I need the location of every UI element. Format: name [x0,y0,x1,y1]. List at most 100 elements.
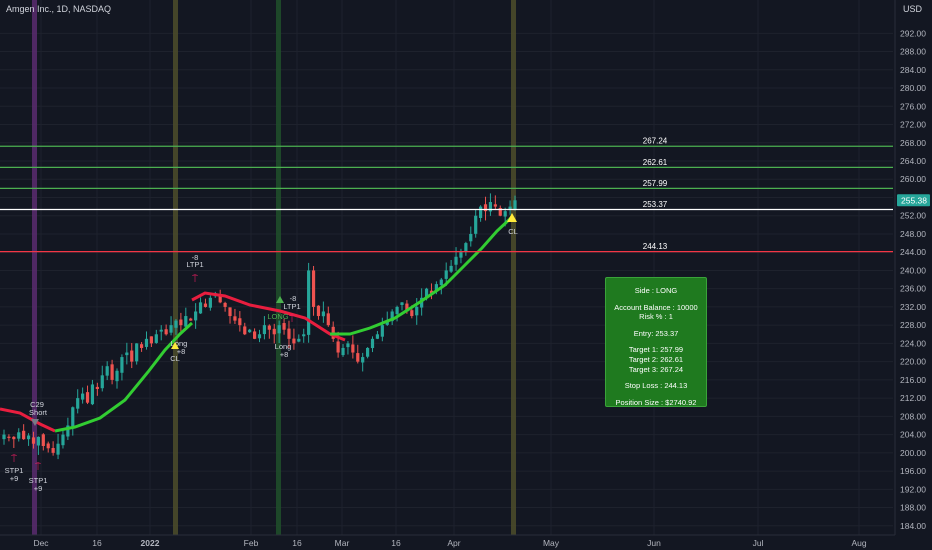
candle-body [356,353,360,362]
signal-annotation: Short [29,408,48,417]
last-price-badge [897,194,930,207]
candle-body [444,270,448,279]
candle-body [125,352,129,356]
y-tick-label: 264.00 [900,156,926,166]
x-tick-label: Aug [851,538,866,548]
candle-body [464,243,468,252]
candle-body [56,443,60,455]
candle-body [410,310,414,317]
candle-body [90,384,95,405]
candle-body [41,434,45,446]
signal-annotation: C29 [30,400,44,409]
info-side: Side : LONG [634,286,678,295]
y-tick-label: 200.00 [900,448,926,458]
candle-body [483,204,488,212]
candle-body [297,338,301,342]
candle-body [203,303,208,307]
candle-body [189,318,193,321]
candle-body [100,375,104,389]
info-position-size: Position Size : $2740.92 [615,397,697,407]
candle-body [326,313,330,326]
last-price-label: 255.38 [901,195,927,205]
y-tick-label: 260.00 [900,174,926,184]
y-tick-label: 268.00 [900,138,926,148]
candle-body [375,334,380,339]
candle-body [218,295,222,303]
info-balance: Account Balance : 10000 [614,302,698,312]
candle-body [81,393,85,400]
info-target-3: Target 3: 267.24 [628,364,684,374]
candle-body [7,436,11,438]
signal-band-close [173,0,178,535]
info-entry: Entry: 253.37 [633,328,679,338]
close-marker-icon [507,213,517,222]
stop-marker-icon: ⍑ [35,462,41,473]
signal-annotation: CL [170,354,180,363]
candle-body [252,331,257,339]
candle-body [238,318,242,326]
currency-label[interactable]: USD [902,4,922,14]
y-tick-label: 196.00 [900,466,926,476]
candle-body [272,328,276,335]
candle-body [164,329,168,335]
candle-body [474,215,478,234]
info-stop-loss: Stop Loss : 244.13 [624,381,688,391]
signal-annotation: -8 [290,294,297,303]
candle-body [503,211,507,217]
target-marker-icon: ⍑ [192,274,198,285]
y-tick-label: 224.00 [900,338,926,348]
signal-annotation: LTP1 [186,260,203,269]
candle-body [2,434,6,440]
y-tick-label: 288.00 [900,47,926,57]
trailing-stop-up [330,215,514,336]
x-tick-label: Jul [753,538,764,548]
trailing-stop-up [54,321,194,433]
candle-body [302,334,306,337]
candle-body [169,325,173,333]
candle-body [36,436,40,446]
candle-body [316,305,321,317]
candle-body [26,435,31,440]
x-tick-label: May [543,538,560,548]
candle-body [184,316,188,327]
candle-body [390,311,394,322]
candle-body [277,325,281,334]
signal-annotation: +8 [280,350,289,359]
candle-body [385,320,389,325]
level-label-target: 262.61 [643,158,668,167]
candle-body [66,425,70,437]
target-marker-icon: ⍑ [289,314,295,325]
candle-body [370,338,375,349]
candle-body [154,334,158,343]
candle-body [31,437,36,444]
candle-body [282,323,286,330]
candle-body [61,434,65,446]
candle-body [228,307,232,317]
info-target-1: Target 1: 257.99 [628,345,684,355]
close-marker-icon [171,342,179,349]
level-label-target: 257.99 [643,179,668,188]
candle-body [149,336,154,344]
price-axis-bg [895,0,932,550]
x-tick-label: Jun [647,538,661,548]
candle-body [12,436,16,440]
x-tick-label: Apr [447,538,460,548]
y-tick-label: 192.00 [900,484,926,494]
candle-body [139,344,144,348]
long-marker-icon [276,296,284,303]
candle-body [17,432,21,439]
candle-body [415,306,419,316]
candle-body [311,270,316,307]
candle-body [71,407,75,427]
candle-body [287,328,291,339]
stop-marker-icon: ⍑ [11,454,17,465]
candle-body [174,320,178,328]
y-tick-label: 244.00 [900,247,926,257]
signal-annotation: STP1 [5,466,24,475]
signal-annotation: +9 [10,474,19,483]
candle-body [429,290,434,294]
y-tick-label: 248.00 [900,229,926,239]
candle-body [105,366,109,376]
candle-body [469,233,473,242]
